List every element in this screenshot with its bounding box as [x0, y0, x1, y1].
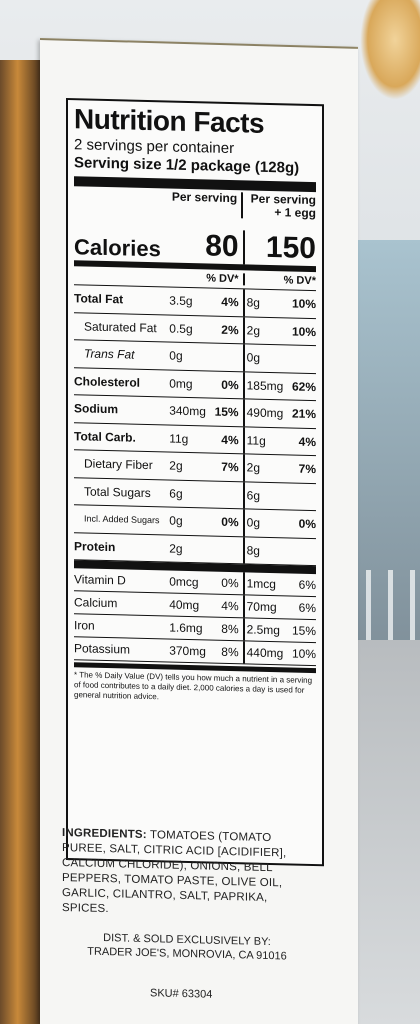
vitamin-dv: 0% — [221, 575, 239, 591]
amount-per-serving: 0g — [169, 348, 183, 364]
nutrient-rows: Total Fat 3.5g 4% 8g 10% Saturated Fat 0.5g 2% 2… — [74, 285, 317, 567]
amount-with-egg: 11g — [242, 426, 289, 455]
amount-per-serving: 0g — [169, 513, 183, 529]
amount-per-serving: 6g — [169, 486, 183, 501]
vitamin-amount: 0mcg — [169, 574, 199, 590]
dv-with-egg: 7% — [298, 461, 317, 477]
amount-with-egg: 0g — [242, 344, 289, 372]
amount-per-serving: 11g — [169, 431, 189, 446]
vitamin-name: Calcium — [74, 595, 118, 611]
dv-header-2: % DV* — [242, 273, 316, 288]
amount-with-egg: 2g — [242, 454, 289, 482]
dv-per-serving: 0% — [221, 377, 239, 392]
dv-with-egg: 4% — [298, 434, 317, 449]
dv-per-serving: 7% — [221, 460, 239, 475]
dv-with-egg — [288, 359, 316, 360]
vitamin-name: Potassium — [74, 641, 131, 657]
col-per-serving: Per serving — [171, 189, 238, 206]
dv-with-egg: 62% — [291, 379, 317, 394]
vitamin-amount: 370mg — [169, 643, 206, 659]
dv-with-egg — [288, 551, 316, 552]
col-per-serving-egg: Per serving + 1 egg — [241, 192, 317, 221]
calories-per-serving: 80 — [205, 229, 239, 264]
ingredients-text: INGREDIENTS: TOMATOES (TOMATO PUREE, SAL… — [62, 826, 312, 922]
dv-per-serving: 15% — [214, 404, 239, 420]
vitamin-amount-with-egg: 440mg — [242, 641, 289, 665]
nutrient-name: Sodium — [74, 401, 118, 417]
amount-per-serving: 0.5g — [169, 321, 193, 336]
dv-per-serving — [211, 549, 243, 550]
vitamin-amount-with-egg: 70mg — [242, 595, 289, 619]
nutrient-name: Incl. Added Sugars — [84, 513, 160, 526]
vitamin-name: Vitamin D — [74, 572, 126, 588]
vitamin-dv: 4% — [221, 598, 239, 614]
calories-label: Calories — [74, 234, 161, 262]
dv-per-serving: 0% — [221, 515, 239, 530]
vitamin-row: Potassium 370mg 8% 440mg 10% — [74, 637, 317, 667]
vitamin-amount: 1.6mg — [169, 620, 203, 636]
dv-per-serving — [211, 357, 243, 358]
vitamin-amount: 40mg — [169, 597, 200, 613]
amount-per-serving: 2g — [169, 541, 183, 556]
dv-per-serving: 2% — [221, 322, 239, 337]
nutrient-name: Dietary Fiber — [84, 456, 153, 473]
box-front-edge — [0, 60, 44, 1024]
nutrient-name: Total Carb. — [74, 428, 136, 445]
ingredients-label: INGREDIENTS: — [62, 827, 147, 842]
nutrient-name: Cholesterol — [74, 373, 141, 390]
dv-per-serving: 4% — [221, 432, 239, 447]
vitamin-name: Iron — [74, 618, 95, 633]
vitamin-dv-with-egg: 10% — [291, 646, 317, 662]
nutrition-title: Nutrition Facts — [74, 103, 265, 139]
vitamin-dv-with-egg: 6% — [298, 600, 317, 616]
nutrition-facts-label: Nutrition Facts 2 servings per container… — [66, 98, 324, 867]
vitamin-dv: 8% — [221, 621, 239, 637]
dv-per-serving — [211, 494, 243, 495]
amount-per-serving: 2g — [169, 458, 183, 474]
dv-header-1: % DV* — [206, 272, 239, 286]
amount-with-egg: 8g — [242, 536, 289, 565]
dv-with-egg: 21% — [291, 406, 317, 422]
nutrient-name: Protein — [74, 538, 116, 554]
dv-with-egg: 10% — [291, 324, 317, 339]
vitamin-dv-with-egg: 6% — [298, 577, 317, 593]
amount-with-egg: 0g — [242, 509, 289, 537]
vitamin-rows: Vitamin D 0mcg 0% 1mcg 6% Calcium 40mg 4% 70mg 6%… — [74, 568, 317, 667]
vitamin-amount-with-egg: 2.5mg — [242, 618, 289, 642]
amount-per-serving: 3.5g — [169, 293, 193, 309]
nutrient-name: Saturated Fat — [84, 319, 157, 335]
dv-per-serving: 4% — [221, 295, 239, 310]
vitamin-dv-with-egg: 15% — [291, 623, 317, 639]
nutrient-name: Trans Fat — [84, 346, 135, 362]
vitamin-amount-with-egg: 1mcg — [242, 572, 289, 596]
amount-with-egg: 490mg — [242, 399, 289, 427]
amount-with-egg: 8g — [242, 289, 289, 317]
amount-per-serving: 340mg — [169, 403, 206, 419]
dv-with-egg — [288, 496, 316, 497]
calories-row: Calories 80 150 — [74, 214, 316, 273]
sku-number: SKU# 63304 — [150, 987, 213, 1001]
nutrient-name: Total Sugars — [84, 484, 151, 500]
dv-footnote: * The % Daily Value (DV) tells you how m… — [74, 670, 313, 702]
vitamin-dv: 8% — [221, 644, 239, 660]
calories-with-egg: 150 — [242, 230, 316, 267]
nutrient-name: Total Fat — [74, 291, 124, 307]
dv-with-egg: 10% — [291, 296, 317, 312]
dv-with-egg: 0% — [298, 516, 317, 532]
amount-per-serving: 0mg — [169, 376, 193, 391]
amount-with-egg: 2g — [242, 316, 289, 345]
ingredients-list: TOMATOES (TOMATO PUREE, SALT, CITRIC ACI… — [62, 829, 287, 916]
amount-with-egg: 6g — [242, 481, 289, 510]
pancake-box-image — [360, 0, 420, 100]
amount-with-egg: 185mg — [242, 371, 289, 400]
